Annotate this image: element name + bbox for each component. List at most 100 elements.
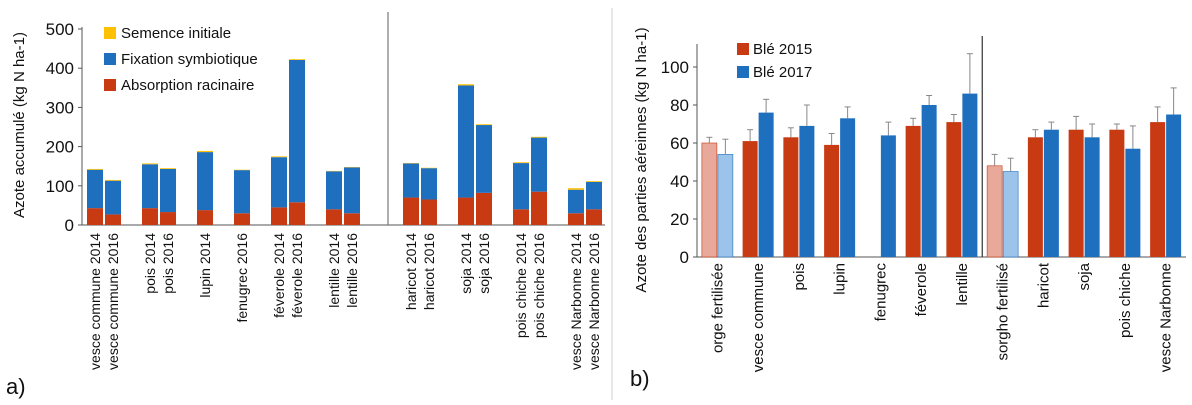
bar-fixation-symbiotique <box>271 157 287 208</box>
bar-fixation-symbiotique <box>421 168 437 200</box>
bar-semence-initiale <box>531 136 547 138</box>
bar-absorption-racinaire <box>421 199 437 225</box>
x-tick-label: pois chiche 2014 <box>513 233 529 338</box>
x-tick-label: pois 2016 <box>160 233 176 294</box>
bar-semence-initiale <box>142 163 158 165</box>
y-tick-label: 0 <box>680 248 689 267</box>
bar-fixation-symbiotique <box>234 170 250 214</box>
x-tick-label: lentille 2014 <box>326 233 342 308</box>
legend-label: Semence initiale <box>121 25 231 42</box>
bar-ble-2015 <box>701 142 718 258</box>
bar-absorption-racinaire <box>586 209 602 225</box>
bar-semence-initiale <box>105 179 121 181</box>
bar-ble-2015 <box>742 141 758 257</box>
bar-absorption-racinaire <box>234 213 250 225</box>
x-tick-label: orge fertilisée <box>709 263 726 353</box>
bar-ble-2017 <box>1002 171 1019 258</box>
bar-ble-2017 <box>1125 148 1141 257</box>
bar-ble-2015 <box>1068 129 1084 257</box>
legend-label: Fixation symbiotique <box>121 51 258 68</box>
legend-label: Blé 2015 <box>753 41 812 58</box>
bar-absorption-racinaire <box>160 212 176 225</box>
bar-absorption-racinaire <box>142 208 158 225</box>
legend-label: Absorption racinaire <box>121 77 254 94</box>
x-tick-label: haricot 2014 <box>403 233 419 310</box>
bar-ble-2017 <box>799 125 815 258</box>
x-tick-label: soja 2016 <box>476 233 492 294</box>
panel-a: 0 100 200 300 400 500 Azote accumulé (kg N ha-… <box>6 12 605 399</box>
bar-ble-2015 <box>1150 122 1166 257</box>
bar-ble-2015 <box>905 125 921 258</box>
y-tick-label: 200 <box>46 138 74 157</box>
y-tick-label: 400 <box>46 59 74 78</box>
bar-semence-initiale <box>160 168 176 169</box>
bar-fixation-symbiotique <box>197 152 213 211</box>
legend-swatch <box>104 79 116 91</box>
bar-semence-initiale <box>476 124 492 126</box>
bar-semence-initiale <box>458 84 474 86</box>
x-tick-label: pois 2014 <box>142 233 158 294</box>
x-tick-label: lupin <box>832 263 849 295</box>
bar-fixation-symbiotique <box>289 59 305 203</box>
bar-semence-initiale <box>197 150 213 153</box>
x-tick-label: vesce commune <box>750 263 767 372</box>
bar-absorption-racinaire <box>403 197 419 225</box>
x-tick-label: lentille 2016 <box>344 233 360 308</box>
bar-fixation-symbiotique <box>326 171 342 210</box>
legend-swatch <box>737 66 749 78</box>
x-tick-label: vesce Narbonne 2014 <box>568 233 584 370</box>
x-tick-label: haricot <box>1035 262 1052 308</box>
bar-ble-2017 <box>758 112 774 257</box>
bar-absorption-racinaire <box>271 207 287 225</box>
y-tick-label: 20 <box>670 210 689 229</box>
bar-fixation-symbiotique <box>531 137 547 192</box>
x-tick-label: fenugrec <box>872 263 889 322</box>
x-tick-label: sorgho fertilisé <box>995 263 1012 361</box>
panel-label: a) <box>6 374 26 399</box>
bar-absorption-racinaire <box>531 191 547 225</box>
bar-fixation-symbiotique <box>568 189 584 214</box>
y-axis-title: Azote accumulé (kg N ha-1) <box>11 32 28 218</box>
panel-b: 0 20 40 60 80 100 Azote des parties aéreinnes … <box>630 27 1186 391</box>
y-tick-label: 100 <box>661 58 689 77</box>
bar-fixation-symbiotique <box>458 85 474 198</box>
bar-semence-initiale <box>289 59 305 60</box>
bar-semence-initiale <box>513 162 529 164</box>
x-tick-label: vesce commune 2014 <box>87 233 103 370</box>
bar-fixation-symbiotique <box>476 125 492 193</box>
legend-swatch <box>737 43 749 55</box>
bar-fixation-symbiotique <box>142 164 158 209</box>
bar-ble-2017 <box>1084 137 1100 257</box>
bar-fixation-symbiotique <box>105 180 121 215</box>
bar-ble-2015 <box>946 122 962 257</box>
y-tick-label: 500 <box>46 20 74 39</box>
y-tick-label: 80 <box>670 96 689 115</box>
bar-absorption-racinaire <box>87 208 103 225</box>
x-tick-label: vesce Narbonne <box>1158 263 1175 372</box>
bar-absorption-racinaire <box>458 197 474 225</box>
x-tick-label: haricot 2016 <box>421 233 437 310</box>
bar-ble-2017 <box>717 154 734 258</box>
x-tick-label: féverole 2014 <box>271 233 287 318</box>
bar-fixation-symbiotique <box>586 181 602 210</box>
y-tick-label: 300 <box>46 98 74 117</box>
x-tick-label: vesce Narbonne 2016 <box>586 233 602 370</box>
bar-ble-2017 <box>1043 129 1059 257</box>
bar-absorption-racinaire <box>105 214 121 225</box>
bar-ble-2017 <box>962 93 978 257</box>
bar-fixation-symbiotique <box>513 163 529 210</box>
y-tick-label: 60 <box>670 134 689 153</box>
x-tick-label: vesce commune 2016 <box>105 233 121 370</box>
bar-fixation-symbiotique <box>160 168 176 213</box>
bar-ble-2015 <box>1109 129 1125 257</box>
x-tick-label: pois chiche <box>1117 263 1134 338</box>
bar-ble-2015 <box>824 144 840 257</box>
bar-absorption-racinaire <box>344 213 360 225</box>
x-tick-label: féverole <box>913 263 930 316</box>
y-tick-label: 0 <box>65 216 74 235</box>
y-tick-label: 100 <box>46 177 74 196</box>
x-tick-label: fenugrec 2016 <box>234 233 250 323</box>
x-tick-label: féverole 2016 <box>289 233 305 318</box>
bar-absorption-racinaire <box>197 210 213 225</box>
legend-label: Blé 2017 <box>753 64 812 81</box>
